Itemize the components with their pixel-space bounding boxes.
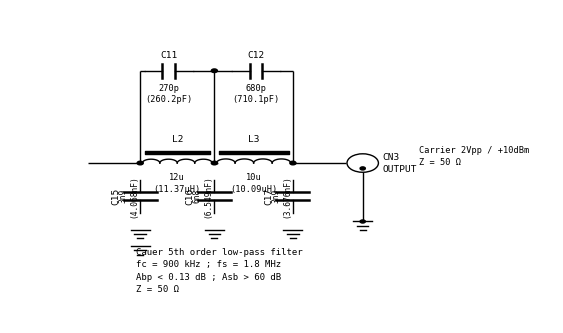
Text: OUTPUT: OUTPUT <box>383 165 417 174</box>
Circle shape <box>360 220 365 223</box>
Text: 12u
(11.37uH): 12u (11.37uH) <box>154 173 201 194</box>
Text: 6n8
(6.549nF): 6n8 (6.549nF) <box>193 175 213 218</box>
Text: C16: C16 <box>186 188 195 205</box>
Circle shape <box>211 161 217 165</box>
Text: Cauer 5th order low-pass filter
fc = 900 kHz ; fs = 1.8 MHz
Abp < 0.13 dB ; Asb : Cauer 5th order low-pass filter fc = 900… <box>136 248 302 294</box>
Text: L3: L3 <box>248 135 260 144</box>
Text: 3n9
(3.676nF): 3n9 (3.676nF) <box>271 175 291 218</box>
Circle shape <box>137 161 143 165</box>
Text: L2: L2 <box>172 135 183 144</box>
Circle shape <box>290 161 296 165</box>
Text: C17: C17 <box>265 188 274 205</box>
Text: CN3: CN3 <box>383 153 400 162</box>
Text: 680p
(710.1pF): 680p (710.1pF) <box>232 84 279 104</box>
Circle shape <box>360 167 365 170</box>
Text: Carrier 2Vpp / +10dBm
Z = 50 Ω: Carrier 2Vpp / +10dBm Z = 50 Ω <box>419 146 530 167</box>
Text: C12: C12 <box>247 52 265 61</box>
Text: 10u
(10.09uH): 10u (10.09uH) <box>230 173 277 194</box>
Text: C15: C15 <box>111 188 120 205</box>
Text: 270p
(260.2pF): 270p (260.2pF) <box>145 84 192 104</box>
Circle shape <box>211 69 217 73</box>
Text: C11: C11 <box>160 52 177 61</box>
Text: 3n9
(4.068nF): 3n9 (4.068nF) <box>118 175 138 218</box>
